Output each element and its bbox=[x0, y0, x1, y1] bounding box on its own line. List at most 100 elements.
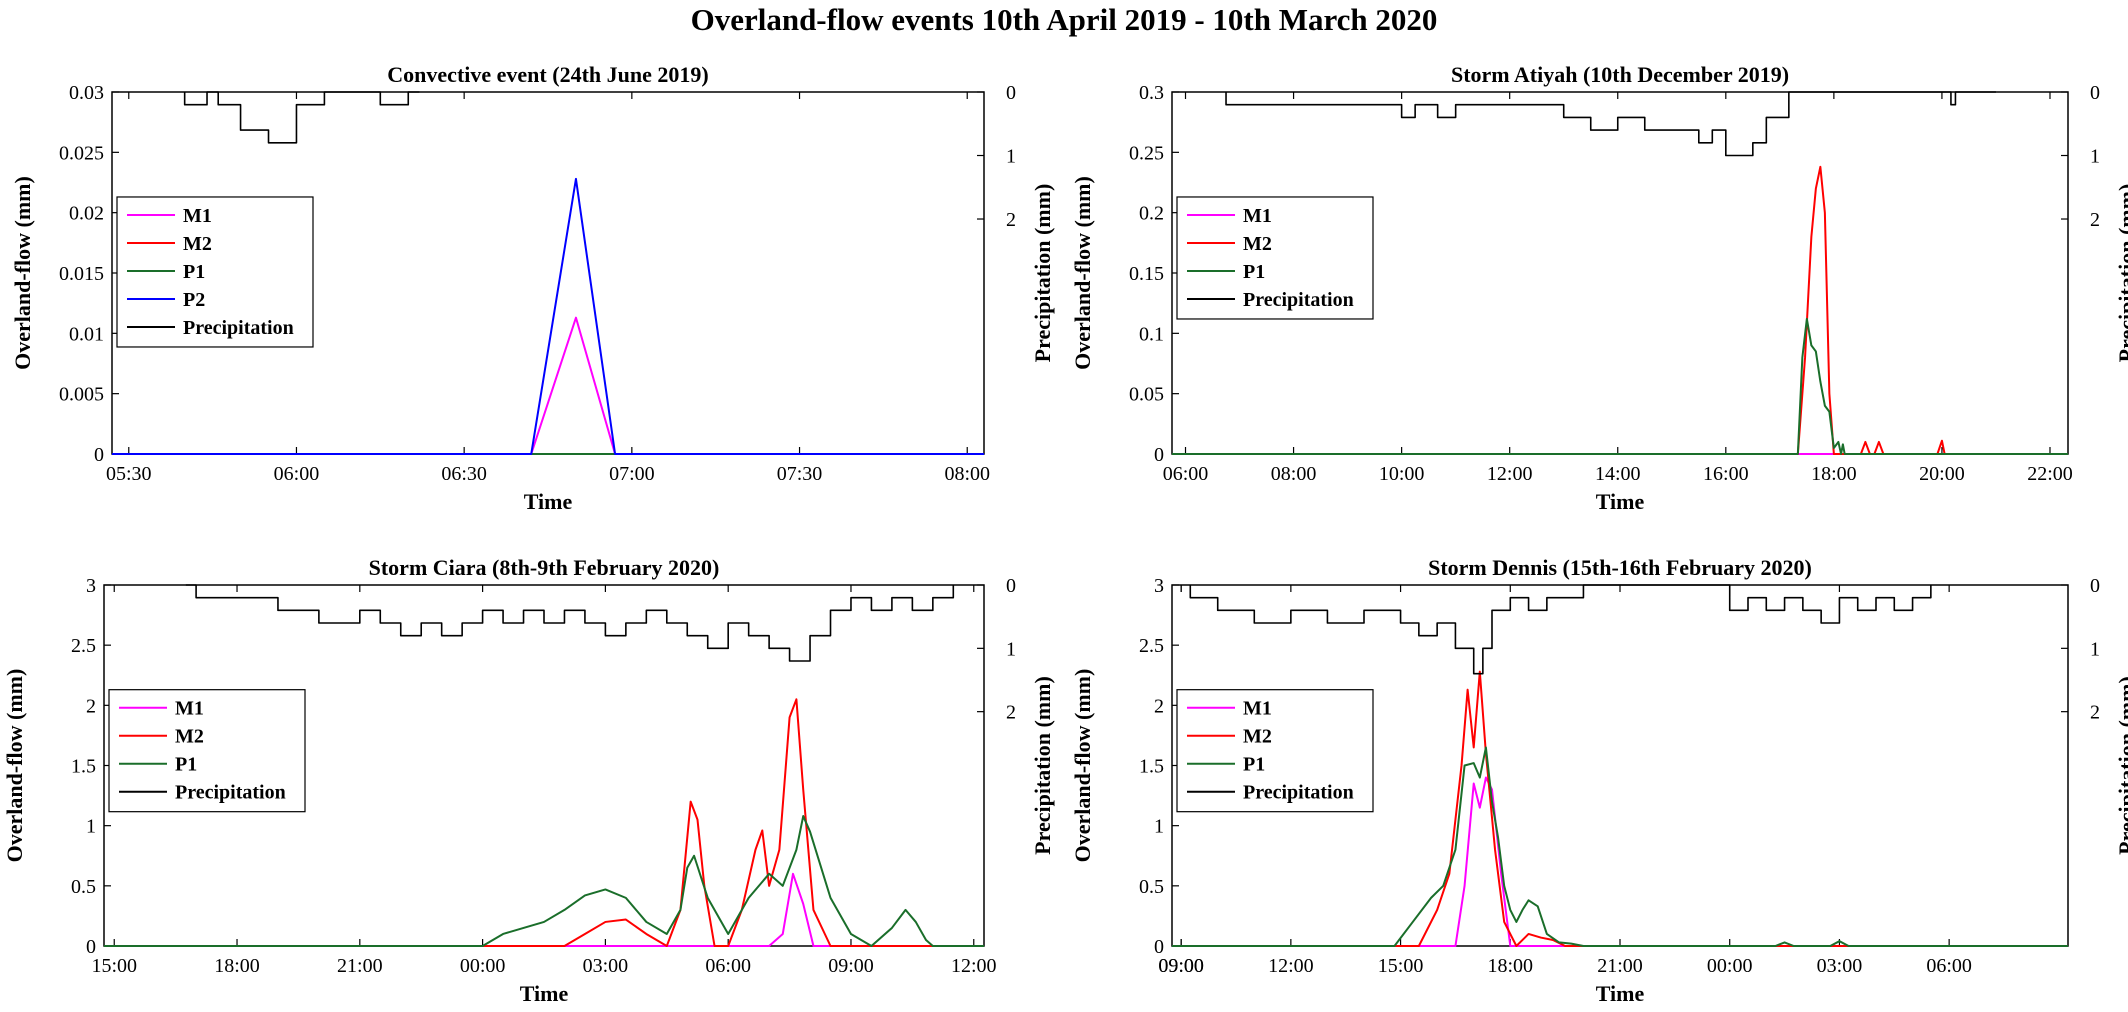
legend-label-p2: P2 bbox=[183, 289, 205, 311]
series-line-precipitation bbox=[1189, 584, 1932, 675]
y-tick-label: 0.3 bbox=[1139, 82, 1164, 104]
y-tick-label: 1 bbox=[86, 816, 96, 838]
legend-label-m2: M2 bbox=[183, 233, 212, 255]
y2-tick-label: 1 bbox=[1006, 146, 1016, 168]
y2-tick-label: 0 bbox=[1006, 82, 1016, 104]
y-tick-label: 3 bbox=[86, 575, 96, 597]
legend-label-m1: M1 bbox=[183, 205, 212, 227]
y-tick-label: 0.03 bbox=[69, 82, 104, 104]
y2-axis-label: Precipitation (mm) bbox=[2114, 676, 2128, 855]
y-tick-label: 0.02 bbox=[69, 203, 104, 225]
x-tick-label: 06:30 bbox=[441, 463, 487, 485]
legend: M1 M2 P1 Precipitation bbox=[108, 689, 306, 813]
series-line-m1 bbox=[1172, 776, 2068, 947]
y-tick-label: 2.5 bbox=[1139, 635, 1164, 657]
x-axis-label: Time bbox=[1596, 489, 1645, 514]
legend-label-precipitation: Precipitation bbox=[1243, 782, 1354, 804]
y-tick-label: 0.25 bbox=[1129, 142, 1164, 164]
y2-tick-label: 2 bbox=[2090, 702, 2100, 724]
y2-tick-label: 0 bbox=[2090, 82, 2100, 104]
x-tick-label: 08:00 bbox=[1271, 463, 1317, 485]
series-line-precipitation bbox=[183, 91, 420, 144]
x-tick-label: 09:00 bbox=[1158, 955, 1204, 977]
series-line-m2 bbox=[104, 698, 984, 947]
series-line-precipitation bbox=[185, 584, 955, 662]
y-axis-label: Overland-flow (mm) bbox=[1070, 669, 1095, 863]
x-tick-label: 15:00 bbox=[1378, 955, 1424, 977]
y-axis-label: Overland-flow (mm) bbox=[2, 669, 27, 863]
x-tick-label: 06:00 bbox=[705, 955, 751, 977]
legend-label-p1: P1 bbox=[175, 754, 197, 776]
y-tick-label: 2 bbox=[1154, 695, 1164, 717]
x-tick-label: 03:00 bbox=[1817, 955, 1863, 977]
series-line-m1 bbox=[104, 872, 984, 947]
x-tick-label: 18:00 bbox=[1488, 955, 1534, 977]
x-tick-label: 09:00 bbox=[828, 955, 874, 977]
y2-tick-label: 2 bbox=[1006, 702, 1016, 724]
y2-tick-label: 2 bbox=[1006, 209, 1016, 231]
x-tick-label: 18:00 bbox=[1811, 463, 1857, 485]
x-tick-label: 12:00 bbox=[1268, 955, 1314, 977]
y-tick-label: 0 bbox=[1154, 936, 1164, 958]
y-axis-label: Overland-flow (mm) bbox=[10, 176, 35, 370]
series-line-p1 bbox=[1172, 746, 2068, 947]
y2-tick-label: 0 bbox=[1006, 575, 1016, 597]
legend-label-precipitation: Precipitation bbox=[175, 782, 286, 804]
y-tick-label: 1.5 bbox=[1139, 756, 1164, 778]
y-tick-label: 3 bbox=[1154, 575, 1164, 597]
y-tick-label: 0 bbox=[1154, 444, 1164, 466]
series-line-p1 bbox=[1172, 317, 2068, 455]
x-tick-label: 06:00 bbox=[274, 463, 320, 485]
legend-label-m1: M1 bbox=[1243, 205, 1272, 227]
chart-title: Convective event (24th June 2019) bbox=[387, 62, 708, 87]
x-tick-label: 07:30 bbox=[777, 463, 823, 485]
x-tick-label: 14:00 bbox=[1595, 463, 1641, 485]
x-tick-label: 06:00 bbox=[1926, 955, 1972, 977]
legend-label-m2: M2 bbox=[175, 726, 204, 748]
y-tick-label: 0.5 bbox=[71, 876, 96, 898]
x-tick-label: 07:00 bbox=[609, 463, 655, 485]
x-tick-label: 12:00 bbox=[951, 955, 997, 977]
y-tick-label: 0 bbox=[94, 444, 104, 466]
x-tick-label: 18:00 bbox=[214, 955, 260, 977]
x-tick-label: 00:00 bbox=[460, 955, 506, 977]
legend: M1 M2 P1 Precipitation bbox=[1176, 689, 1374, 813]
legend-label-m2: M2 bbox=[1243, 233, 1272, 255]
x-axis-label: Time bbox=[1596, 981, 1645, 1006]
x-tick-label: 09:00 bbox=[1158, 955, 1204, 977]
y2-tick-label: 1 bbox=[2090, 638, 2100, 660]
x-tick-label: 21:00 bbox=[1597, 955, 1643, 977]
x-tick-label: 21:00 bbox=[337, 955, 383, 977]
y-tick-label: 0.1 bbox=[1139, 323, 1164, 345]
x-axis-label: Time bbox=[520, 981, 569, 1006]
y-tick-label: 0 bbox=[86, 936, 96, 958]
legend: M1 M2 P1 Precipitation bbox=[1176, 196, 1374, 320]
x-tick-label: 00:00 bbox=[1707, 955, 1753, 977]
chart-title: Storm Atiyah (10th December 2019) bbox=[1451, 62, 1789, 87]
x-tick-label: 03:00 bbox=[583, 955, 629, 977]
legend-label-p1: P1 bbox=[1243, 261, 1265, 283]
x-axis-label: Time bbox=[524, 489, 573, 514]
legend-label-p1: P1 bbox=[183, 261, 205, 283]
y-tick-label: 0.5 bbox=[1139, 876, 1164, 898]
y-tick-label: 0.005 bbox=[59, 384, 104, 406]
y-tick-label: 0.025 bbox=[59, 142, 104, 164]
chart-title: Storm Dennis (15th-16th February 2020) bbox=[1428, 555, 1812, 580]
y-tick-label: 2 bbox=[86, 695, 96, 717]
x-tick-label: 12:00 bbox=[1487, 463, 1533, 485]
x-tick-label: 05:30 bbox=[106, 463, 152, 485]
y2-tick-label: 1 bbox=[2090, 146, 2100, 168]
y-tick-label: 2.5 bbox=[71, 635, 96, 657]
y-axis-label: Overland-flow (mm) bbox=[1070, 176, 1095, 370]
y2-tick-label: 0 bbox=[2090, 575, 2100, 597]
legend: M1 M2 P1 P2 Precipitation bbox=[116, 196, 314, 348]
y2-axis-label: Precipitation (mm) bbox=[1030, 676, 1055, 855]
y-tick-label: 0.15 bbox=[1129, 263, 1164, 285]
chart-title: Storm Ciara (8th-9th February 2020) bbox=[369, 555, 720, 580]
y2-axis-label: Precipitation (mm) bbox=[2114, 184, 2128, 363]
y-tick-label: 1 bbox=[1154, 816, 1164, 838]
